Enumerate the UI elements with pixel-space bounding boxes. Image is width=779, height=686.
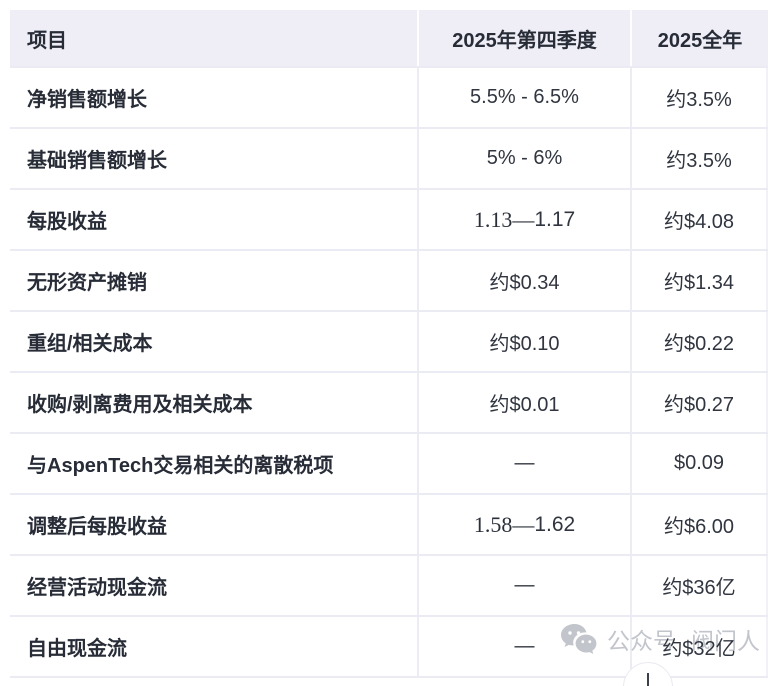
table-row: 基础销售额增长 5% - 6% 约3.5%	[10, 127, 768, 188]
table-row: 自由现金流 — 约$32亿	[10, 615, 768, 676]
header-fy-cell: 2025全年	[630, 10, 768, 66]
q4-value-cell: 约$0.10	[417, 312, 630, 371]
row-label-cell: 重组/相关成本	[27, 333, 153, 355]
table-row: 每股收益 1.13— 1.17 约$4.08	[10, 188, 768, 249]
serif-number: 1.13—	[473, 206, 535, 232]
row-label-cell: 每股收益	[27, 211, 107, 233]
row-label-cell: 基础销售额增长	[27, 150, 167, 172]
fy-value-cell: 约$32亿	[630, 617, 768, 676]
fy-value-cell: 约3.5%	[630, 129, 768, 188]
table-row: 无形资产摊销 约$0.34 约$1.34	[10, 249, 768, 310]
q4-value-cell: 5% - 6%	[417, 129, 630, 188]
row-label-cell: 无形资产摊销	[27, 272, 147, 294]
row-label-cell: 收购/剥离费用及相关成本	[27, 394, 253, 416]
fy-value-cell: 约$4.08	[630, 190, 768, 249]
table-row: 经营活动现金流 — 约$36亿	[10, 554, 768, 615]
q4-value-cell: 1.13— 1.17	[417, 190, 630, 249]
row-label-cell: 自由现金流	[27, 638, 127, 660]
fy-value-cell: 约$1.34	[630, 251, 768, 310]
q4-value-cell: —	[417, 617, 630, 676]
table-bottom-border	[10, 676, 768, 678]
serif-number: 1.58—	[473, 511, 535, 537]
q4-value-cell: —	[417, 434, 630, 493]
q4-value-cell: 约$0.34	[417, 251, 630, 310]
table-row: 重组/相关成本 约$0.10 约$0.22	[10, 310, 768, 371]
q4-value-cell: 约$0.01	[417, 373, 630, 432]
arrow-down-icon	[647, 673, 649, 686]
fy-value-cell: 约$0.22	[630, 312, 768, 371]
row-label-cell: 调整后每股收益	[27, 516, 167, 538]
fy-value-cell: $0.09	[630, 434, 768, 493]
fy-value-cell: 约$6.00	[630, 495, 768, 554]
plain-number: 1.62	[534, 512, 576, 536]
row-label-cell: 经营活动现金流	[27, 577, 167, 599]
row-label-cell: 与AspenTech交易相关的离散税项	[27, 455, 334, 477]
table-header-row: 项目 2025年第四季度 2025全年	[10, 10, 768, 66]
header-q4-cell: 2025年第四季度	[417, 10, 630, 66]
fy-value-cell: 约3.5%	[630, 68, 768, 127]
table-body: 净销售额增长 5.5% - 6.5% 约3.5% 基础销售额增长 5% - 6% 约3.5…	[10, 66, 768, 676]
guidance-table: 项目 2025年第四季度 2025全年 净销售额增长 5.5% - 6.5% 约3.…	[10, 10, 768, 678]
header-item-cell: 项目	[27, 29, 67, 52]
row-label-cell: 净销售额增长	[27, 89, 147, 111]
fy-value-cell: 约$36亿	[630, 556, 768, 615]
fy-value-cell: 约$0.27	[630, 373, 768, 432]
plain-number: 1.17	[534, 207, 576, 231]
table-row: 净销售额增长 5.5% - 6.5% 约3.5%	[10, 66, 768, 127]
table-row: 与AspenTech交易相关的离散税项 — $0.09	[10, 432, 768, 493]
q4-value-cell: —	[417, 556, 630, 615]
q4-value-cell: 1.58— 1.62	[417, 495, 630, 554]
table-row: 收购/剥离费用及相关成本 约$0.01 约$0.27	[10, 371, 768, 432]
table-row: 调整后每股收益 1.58— 1.62 约$6.00	[10, 493, 768, 554]
q4-value-cell: 5.5% - 6.5%	[417, 68, 630, 127]
